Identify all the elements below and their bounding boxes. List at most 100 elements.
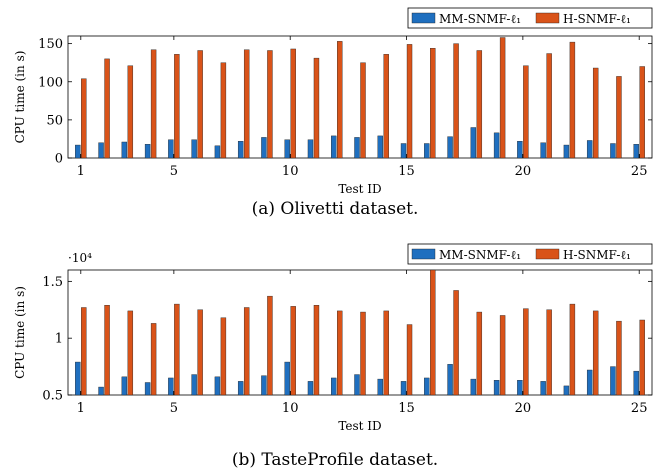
bar-h-snmf [174,54,180,159]
bar-h-snmf [197,309,203,396]
bar-h-snmf [499,37,506,159]
y-axis-label: CPU time (in s) [13,286,27,379]
bar-mm-snmf [470,378,477,396]
bar-mm-snmf [168,377,174,396]
bar-mm-snmf [563,385,570,396]
bar-h-snmf [220,317,227,396]
bar-h-snmf [243,49,250,159]
bar-mm-snmf [377,135,383,159]
bar-mm-snmf [610,143,616,159]
bar-h-snmf [360,311,366,396]
bar-h-snmf [430,48,436,159]
y-tick-label: 50 [46,113,63,128]
bar-h-snmf [81,307,87,396]
bar-mm-snmf [586,140,593,159]
bar-h-snmf [523,308,529,396]
bar-h-snmf [546,309,552,396]
bar-mm-snmf [144,382,151,396]
bar-h-snmf [592,310,599,396]
bar-h-snmf [220,62,227,159]
legend-label-mm-snmf: MM-SNMF-ℓ₁ [439,12,521,26]
bar-mm-snmf [424,377,430,396]
bar-mm-snmf [424,143,430,159]
bar-mm-snmf [191,139,197,159]
bar-h-snmf [243,307,250,396]
bar-mm-snmf [633,370,639,396]
y-tick-label: 150 [38,37,63,52]
bar-h-snmf [267,295,273,396]
bar-h-snmf [569,303,576,396]
bar-mm-snmf [400,381,407,396]
caption-olivetti: (a) Olivetti dataset. [252,199,419,219]
x-tick-label: 5 [170,164,178,179]
bar-mm-snmf [633,144,639,159]
bar-h-snmf [290,48,296,159]
bar-mm-snmf [354,137,360,159]
bar-mm-snmf [121,141,128,159]
bar-h-snmf [569,41,576,159]
bar-h-snmf [127,310,134,396]
bar-mm-snmf [586,369,593,396]
y-tick-label: 100 [38,75,63,90]
bar-mm-snmf [191,374,197,396]
plot-frame [67,269,653,396]
bar-mm-snmf [563,144,570,159]
y-axis-label: CPU time (in s) [13,51,27,144]
bar-mm-snmf [331,377,337,396]
bar-h-snmf [290,306,296,396]
bar-mm-snmf [470,127,477,159]
x-tick-label: 5 [170,401,178,416]
bar-h-snmf [616,76,622,159]
bar-mm-snmf [447,136,453,159]
x-tick-label: 1 [77,401,85,416]
legend-swatch-h-snmf [535,248,560,260]
bar-mm-snmf [121,376,128,396]
bar-h-snmf [546,53,552,159]
bar-h-snmf [453,43,459,159]
bar-mm-snmf [540,142,546,159]
x-tick-label: 10 [282,401,299,416]
legend-label-h-snmf: H-SNMF-ℓ₁ [563,12,631,26]
bar-mm-snmf [98,142,104,159]
legend: MM-SNMF-ℓ₁ H-SNMF-ℓ₁ [407,7,653,29]
caption-tasteprofile: (b) TasteProfile dataset. [232,450,438,470]
bar-mm-snmf [307,139,314,159]
bar-h-snmf [476,311,483,396]
bar-h-snmf [430,269,436,396]
y-axis-exponent: ·10⁴ [68,251,92,265]
bar-h-snmf [104,305,110,396]
legend-label-h-snmf: H-SNMF-ℓ₁ [563,248,631,262]
bar-mm-snmf [261,375,267,396]
bar-mm-snmf [493,380,500,396]
bar-mm-snmf [540,381,546,396]
legend-label-mm-snmf: MM-SNMF-ℓ₁ [439,248,521,262]
bar-h-snmf [383,54,389,159]
bar-h-snmf [127,65,134,159]
legend-swatch-mm-snmf [411,248,436,260]
bar-mm-snmf [610,366,616,396]
bar-mm-snmf [237,141,244,159]
y-tick-label: 0 [55,152,63,167]
y-tick-label: 1 [55,332,63,347]
bar-h-snmf [383,310,389,396]
x-tick-label: 15 [398,401,415,416]
y-tick-label: 0.5 [42,389,63,404]
bar-h-snmf [406,324,413,396]
bar-h-snmf [523,65,529,159]
bar-h-snmf [81,78,87,159]
bar-h-snmf [104,58,110,159]
bar-mm-snmf [284,361,290,396]
legend: MM-SNMF-ℓ₁ H-SNMF-ℓ₁ [407,243,653,265]
y-tick-label: 1.5 [42,275,63,290]
bar-mm-snmf [517,141,523,159]
bar-mm-snmf [261,137,267,159]
bar-h-snmf [174,303,180,396]
bar-mm-snmf [354,374,360,396]
bar-mm-snmf [517,380,523,396]
bar-mm-snmf [168,139,174,159]
bar-h-snmf [267,50,273,159]
bar-h-snmf [197,50,203,159]
bar-h-snmf [150,323,157,396]
